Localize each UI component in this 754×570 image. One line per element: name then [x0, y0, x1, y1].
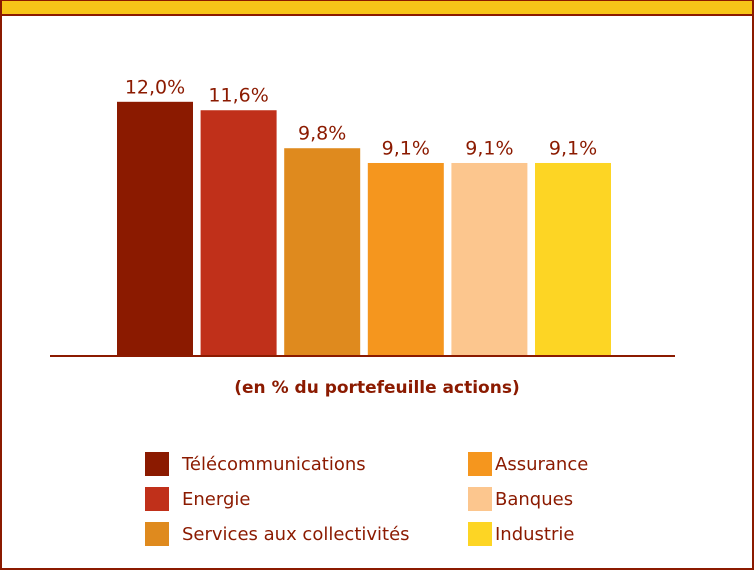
value-label: 9,1% — [465, 137, 513, 159]
legend-label: Assurance — [495, 454, 588, 475]
legend-swatch — [145, 522, 169, 546]
value-label: 9,1% — [382, 137, 430, 159]
legend-label: Energie — [182, 489, 250, 510]
legend-swatch — [145, 487, 169, 511]
bar — [117, 101, 193, 355]
axis-label: (en % du portefeuille actions) — [234, 378, 519, 398]
value-label: 12,0% — [125, 76, 185, 98]
header-band — [0, 0, 754, 16]
legend-label: Banques — [495, 489, 573, 510]
legend-label: Industrie — [495, 524, 574, 545]
legend-swatch — [468, 487, 492, 511]
bar — [367, 162, 444, 355]
bar — [451, 162, 528, 355]
value-label: 9,8% — [298, 123, 346, 145]
legend-swatch — [468, 452, 492, 476]
bar — [200, 110, 277, 356]
value-label: 11,6% — [208, 85, 268, 107]
bar — [535, 162, 611, 355]
legend-swatch — [145, 452, 169, 476]
value-label: 9,1% — [549, 137, 597, 159]
legend-label: Services aux collectivités — [182, 524, 410, 545]
legend-swatch — [468, 522, 492, 546]
legend-label: Télécommunications — [181, 454, 366, 475]
bar — [284, 148, 361, 355]
